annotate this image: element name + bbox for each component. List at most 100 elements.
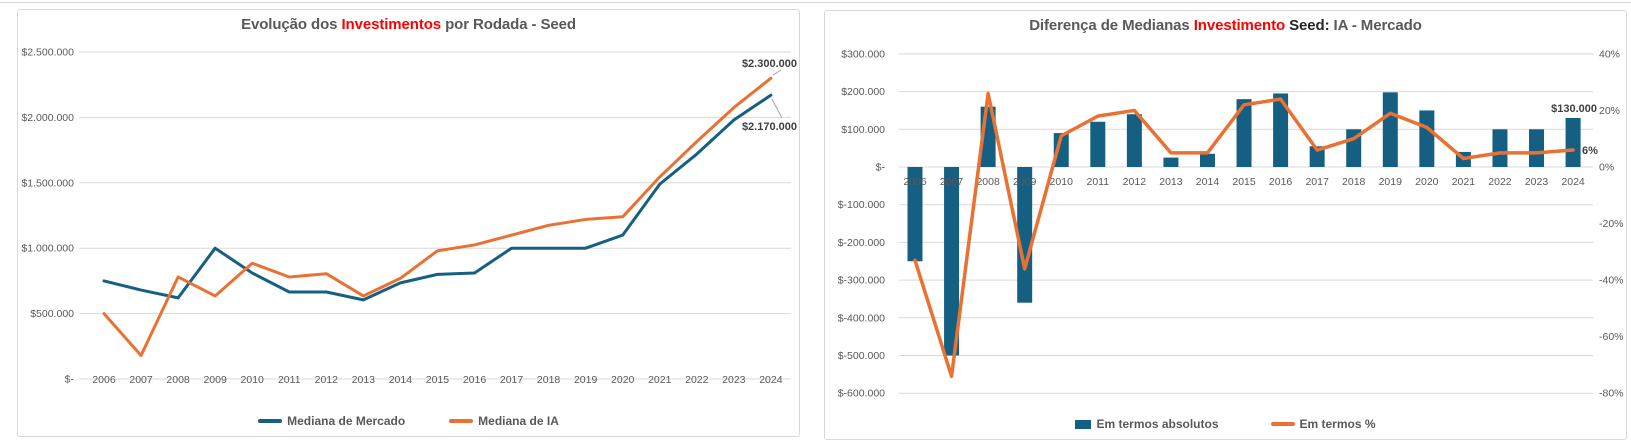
legend-item-mediana-ia[interactable]: Mediana de IA: [449, 414, 559, 428]
combo-chart-title: Diferença de Medianas Investimento Seed:…: [825, 17, 1626, 34]
svg-text:2013: 2013: [1159, 176, 1183, 188]
legend-label-mercado: Mediana de Mercado: [287, 414, 406, 428]
svg-text:2020: 2020: [1415, 176, 1439, 188]
pct-line-swatch: [1270, 422, 1295, 426]
series-em-termos-pct[interactable]: [913, 91, 1575, 378]
svg-text:2021: 2021: [1452, 176, 1476, 188]
svg-text:2014: 2014: [1196, 176, 1220, 188]
line-chart-plot: $2.500.000 $2.000.000 $1.500.000 $1.000.000…: [21, 47, 797, 387]
svg-text:2006: 2006: [903, 176, 927, 188]
title-run-pre: Evolução dos: [241, 16, 342, 33]
svg-text:$2.500.000: $2.500.000: [21, 47, 74, 59]
svg-text:2015: 2015: [426, 374, 450, 386]
absolutos-bar-swatch: [1075, 419, 1092, 429]
title-run-post: por Rodada - Seed: [441, 16, 576, 33]
svg-text:2008: 2008: [976, 176, 1000, 188]
chart-panel-evolucao-investimentos[interactable]: Evolução dos Investimentos por Rodada - …: [17, 9, 800, 437]
svg-text:$500.000: $500.000: [30, 308, 74, 320]
svg-text:2016: 2016: [1269, 176, 1293, 188]
svg-text:2012: 2012: [1123, 176, 1147, 188]
svg-text:-20%: -20%: [1599, 218, 1624, 230]
svg-text:$-400.000: $-400.000: [838, 312, 885, 324]
title-run-pre: Diferença de Medianas: [1029, 17, 1194, 34]
svg-text:20%: 20%: [1599, 105, 1620, 117]
series-em-termos-absolutos[interactable]: [907, 92, 1581, 356]
svg-text:2019: 2019: [1379, 176, 1403, 188]
svg-text:$2.000.000: $2.000.000: [21, 112, 74, 124]
svg-text:2017: 2017: [1305, 176, 1329, 188]
svg-text:40%: 40%: [1599, 48, 1620, 60]
svg-text:-40%: -40%: [1599, 275, 1624, 287]
combo-chart-plot: $300.000 $200.000 $100.000 $- $-100.000 $-200…: [838, 48, 1624, 399]
svg-text:$2.300.000: $2.300.000: [742, 58, 797, 70]
y-axis-labels: $2.500.000 $2.000.000 $1.500.000 $1.000.000…: [21, 47, 74, 386]
svg-text:2016: 2016: [463, 374, 487, 386]
svg-text:2023: 2023: [722, 374, 746, 386]
svg-text:2018: 2018: [1342, 176, 1366, 188]
svg-text:$130.000: $130.000: [1551, 103, 1597, 115]
svg-text:2017: 2017: [500, 374, 524, 386]
gridlines: [79, 51, 791, 380]
svg-text:$2.170.000: $2.170.000: [742, 121, 797, 133]
legend-item-termos-pct[interactable]: Em termos %: [1270, 417, 1376, 431]
svg-text:2019: 2019: [574, 374, 598, 386]
data-labels: $130.000 6%: [1551, 103, 1598, 157]
svg-text:2006: 2006: [92, 374, 116, 386]
svg-text:2023: 2023: [1525, 176, 1549, 188]
svg-text:2024: 2024: [1561, 176, 1585, 188]
svg-text:2010: 2010: [241, 374, 265, 386]
svg-text:2009: 2009: [1013, 176, 1037, 188]
title-run-dark: Seed:: [1285, 17, 1330, 34]
legend-label-absolutos: Em termos absolutos: [1096, 417, 1219, 431]
svg-text:$-200.000: $-200.000: [838, 237, 885, 249]
svg-text:2021: 2021: [648, 374, 672, 386]
line-chart-legend: Mediana de Mercado Mediana de IA: [18, 414, 799, 428]
data-labels: $2.300.000 $2.170.000: [742, 58, 797, 133]
right-axis-labels: 40% 20% 0% -20% -40% -60% -80%: [1599, 48, 1624, 399]
svg-text:-60%: -60%: [1599, 331, 1624, 343]
svg-text:$200.000: $200.000: [841, 86, 885, 98]
title-run-highlight: Investimentos: [341, 16, 442, 33]
svg-text:2007: 2007: [940, 176, 964, 188]
svg-text:$-300.000: $-300.000: [838, 275, 885, 287]
chart-panel-diferenca-medianas[interactable]: Diferença de Medianas Investimento Seed:…: [824, 10, 1627, 440]
svg-text:$100.000: $100.000: [841, 124, 885, 136]
svg-text:2011: 2011: [278, 374, 301, 386]
legend-item-termos-absolutos[interactable]: Em termos absolutos: [1075, 417, 1219, 431]
svg-text:$-500.000: $-500.000: [838, 350, 885, 362]
combo-chart-legend: Em termos absolutos Em termos %: [825, 417, 1626, 431]
series-mediana-de-mercado[interactable]: [102, 93, 773, 302]
svg-text:2012: 2012: [315, 374, 339, 386]
title-run-highlight: Investimento: [1193, 17, 1286, 34]
line-chart-title: Evolução dos Investimentos por Rodada - …: [18, 16, 799, 33]
svg-text:2008: 2008: [166, 374, 190, 386]
svg-text:6%: 6%: [1582, 145, 1598, 157]
svg-text:-80%: -80%: [1599, 388, 1624, 400]
svg-text:2011: 2011: [1087, 176, 1110, 188]
left-axis-labels: $300.000 $200.000 $100.000 $- $-100.000 $-200…: [838, 48, 886, 399]
legend-label-ia: Mediana de IA: [478, 414, 559, 428]
top-border-line: [0, 2, 1631, 3]
svg-text:2010: 2010: [1050, 176, 1074, 188]
svg-text:2020: 2020: [611, 374, 635, 386]
svg-text:2024: 2024: [759, 374, 783, 386]
svg-text:$-: $-: [65, 374, 75, 386]
legend-label-pct: Em termos %: [1299, 417, 1376, 431]
svg-text:2018: 2018: [537, 374, 561, 386]
svg-text:2022: 2022: [685, 374, 709, 386]
svg-text:2009: 2009: [203, 374, 227, 386]
series-mediana-de-ia[interactable]: [102, 76, 773, 357]
mercado-line-swatch: [258, 419, 283, 423]
svg-text:$-100.000: $-100.000: [838, 199, 885, 211]
legend-item-mediana-mercado[interactable]: Mediana de Mercado: [258, 414, 405, 428]
svg-text:2015: 2015: [1232, 176, 1256, 188]
ia-line-swatch: [449, 419, 474, 423]
svg-text:2014: 2014: [389, 374, 413, 386]
svg-text:$-: $-: [876, 162, 886, 174]
svg-text:$-600.000: $-600.000: [838, 388, 885, 400]
svg-text:2022: 2022: [1488, 176, 1512, 188]
svg-text:$1.500.000: $1.500.000: [21, 177, 74, 189]
svg-text:2013: 2013: [352, 374, 376, 386]
x-axis-labels: 2006 2007 2008 2009 2010 2011 2012 2013 2014 2015…: [903, 176, 1585, 188]
